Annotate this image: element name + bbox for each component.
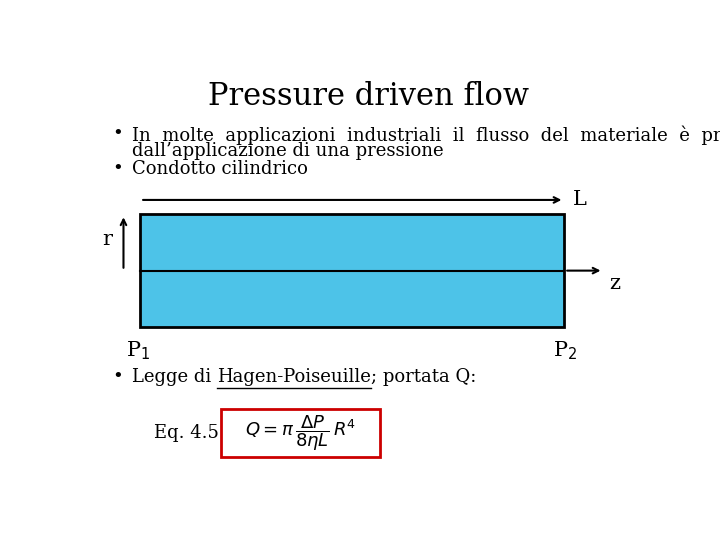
Text: Legge di: Legge di <box>132 368 217 386</box>
Text: dall’applicazione di una pressione: dall’applicazione di una pressione <box>132 141 444 160</box>
Text: P$_2$: P$_2$ <box>553 339 577 362</box>
Text: Pressure driven flow: Pressure driven flow <box>209 82 529 112</box>
Text: In  molte  applicazioni  industriali  il  flusso  del  materiale  è  provocato: In molte applicazioni industriali il flu… <box>132 125 720 145</box>
Text: Hagen-Poiseuille: Hagen-Poiseuille <box>217 368 371 386</box>
Text: L: L <box>572 191 587 210</box>
Text: r: r <box>102 230 112 249</box>
Text: •: • <box>112 160 123 178</box>
Text: •: • <box>112 125 123 143</box>
Text: z: z <box>609 274 620 293</box>
Text: P$_1$: P$_1$ <box>126 339 150 362</box>
Text: Condotto cilindrico: Condotto cilindrico <box>132 160 307 178</box>
Bar <box>140 214 564 327</box>
Text: •: • <box>112 368 123 386</box>
Text: Eq. 4.5: Eq. 4.5 <box>154 424 219 442</box>
Bar <box>221 409 380 457</box>
Text: $Q = \pi\,\dfrac{\Delta P}{8\eta L}\,R^4$: $Q = \pi\,\dfrac{\Delta P}{8\eta L}\,R^4… <box>245 413 356 453</box>
Text: ; portata Q:: ; portata Q: <box>371 368 476 386</box>
